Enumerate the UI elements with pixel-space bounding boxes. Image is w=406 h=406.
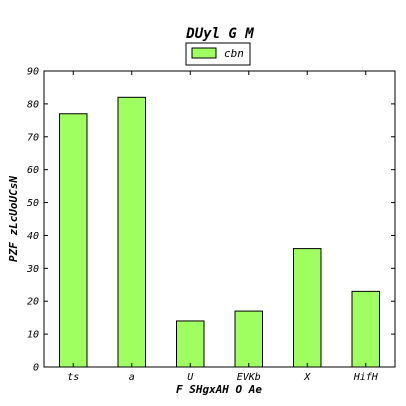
y-tick-label: 0 bbox=[33, 363, 39, 374]
x-tick-label: X bbox=[303, 372, 311, 383]
chart-title: DUyl G M bbox=[185, 26, 254, 42]
y-tick-label: 70 bbox=[27, 132, 39, 143]
y-tick-label: 20 bbox=[27, 297, 39, 308]
bar-HifH bbox=[351, 290, 380, 368]
y-axis-label: PZF zLcUoUCsN bbox=[7, 176, 20, 262]
legend-label: cbn bbox=[224, 47, 244, 60]
y-tick-label: 10 bbox=[27, 330, 39, 341]
y-tick-label: 40 bbox=[27, 231, 39, 242]
x-tick-label: EVKb bbox=[237, 372, 261, 383]
bar-X bbox=[293, 248, 322, 368]
bar-ts bbox=[59, 113, 88, 368]
y-tick-label: 30 bbox=[26, 264, 39, 275]
y-axis-ticks: 0 10 20 30 40 50 60 70 80 90 bbox=[26, 67, 395, 374]
bars-group bbox=[59, 96, 380, 368]
y-tick-label: 90 bbox=[27, 67, 39, 78]
bar-EVKb bbox=[234, 310, 263, 368]
x-tick-label: HifH bbox=[353, 372, 379, 383]
y-tick-label: 80 bbox=[27, 99, 39, 110]
y-tick-label: 50 bbox=[27, 198, 39, 209]
bar-a bbox=[117, 96, 146, 368]
legend-swatch bbox=[191, 47, 217, 59]
plot-frame bbox=[43, 70, 396, 368]
x-axis-label: F SHgxAH O Ae bbox=[176, 383, 262, 396]
legend: cbn bbox=[185, 42, 251, 66]
bar-U bbox=[176, 320, 205, 368]
x-tick-label: a bbox=[129, 372, 135, 383]
x-axis-ticks: ts a U EVKb X HifH bbox=[67, 71, 379, 383]
y-tick-label: 60 bbox=[27, 165, 39, 176]
x-tick-label: U bbox=[187, 372, 194, 383]
x-tick-label: ts bbox=[67, 372, 79, 383]
